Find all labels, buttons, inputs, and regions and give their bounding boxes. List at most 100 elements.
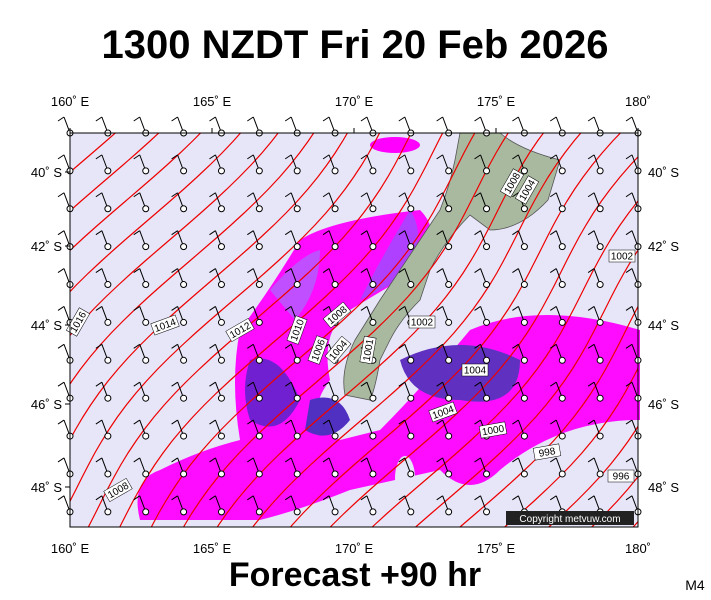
barb-station	[104, 167, 112, 175]
barb-station	[520, 167, 528, 175]
isobar-label-box	[428, 401, 458, 423]
isobar	[119, 133, 444, 527]
lat-label-left: 40˚ S	[31, 165, 62, 180]
isobar	[70, 133, 117, 173]
barb-flag	[95, 381, 103, 387]
barb-station	[483, 356, 491, 364]
barb-station	[293, 508, 301, 516]
barb-station	[445, 243, 453, 251]
barb-flag	[625, 457, 633, 463]
barb-station	[180, 508, 188, 516]
barb-station	[142, 167, 150, 175]
barb-station	[445, 205, 453, 213]
barb-station	[104, 243, 112, 251]
barb-flag	[171, 116, 178, 122]
barb-flag	[171, 306, 178, 311]
barb-flag	[436, 457, 443, 463]
barb-flag	[625, 154, 633, 160]
barb-station	[407, 470, 415, 478]
barb-station	[180, 205, 188, 213]
barb-flag	[398, 268, 406, 273]
barb-flag	[398, 419, 406, 425]
barb-station	[520, 243, 528, 251]
barb-flag	[95, 268, 103, 273]
barb-station	[293, 205, 301, 213]
barb-station	[596, 470, 604, 478]
barb-flag	[512, 116, 519, 122]
barb-flag	[360, 306, 368, 311]
barb-station	[520, 281, 528, 289]
barb-flag	[284, 343, 292, 349]
barb-station	[217, 394, 225, 402]
barb-station	[445, 508, 453, 516]
lat-label-right: 44˚ S	[648, 318, 679, 333]
barb-flag	[474, 419, 481, 425]
barb-flag	[247, 268, 254, 273]
barb-flag	[95, 495, 103, 501]
barb-station	[104, 205, 112, 213]
isobar	[216, 133, 545, 527]
isobar-label-box	[103, 477, 133, 503]
barb-flag	[133, 306, 141, 311]
barb-station	[520, 318, 528, 326]
isobar-label-box	[514, 175, 540, 205]
barb-flag	[360, 268, 368, 273]
barb-station	[445, 432, 453, 440]
barb-station	[142, 356, 150, 364]
barb-flag	[549, 268, 557, 273]
barb-flag	[171, 419, 178, 425]
copyright: Copyright metvuw.com	[519, 514, 620, 525]
barb-station	[104, 318, 112, 326]
barb-flag	[512, 419, 519, 425]
barb-station	[104, 508, 112, 516]
barb-station	[558, 318, 566, 326]
barb-flag	[57, 495, 65, 501]
barb-flag	[360, 230, 368, 236]
barb-station	[217, 470, 225, 478]
barb-flag	[322, 419, 330, 425]
barb-flag	[322, 268, 330, 273]
isobar	[371, 200, 638, 527]
barb-flag	[209, 230, 216, 236]
barb-station	[255, 394, 263, 402]
isobar-label-box	[286, 315, 308, 345]
isobar	[182, 133, 509, 527]
barb-flag	[284, 268, 292, 273]
barb-flag	[360, 192, 368, 198]
barb-flag	[549, 419, 557, 425]
barb-station	[558, 281, 566, 289]
lon-label-top: 180˚	[625, 94, 651, 109]
barb-flag	[474, 154, 481, 160]
barb-flag	[436, 495, 443, 501]
barb-flag	[398, 495, 406, 501]
barb-station	[255, 243, 263, 251]
isobar	[503, 367, 638, 527]
barb-flag	[549, 457, 557, 463]
barb-station	[558, 432, 566, 440]
barb-flag	[57, 419, 65, 425]
isobar	[702, 57, 711, 537]
barb-station	[483, 167, 491, 175]
barb-flag	[247, 306, 254, 311]
barb-flag	[322, 116, 330, 122]
barb-station	[483, 508, 491, 516]
barb-flag	[625, 192, 633, 198]
barb-flag	[57, 457, 65, 463]
barb-station	[445, 470, 453, 478]
barb-flag	[284, 116, 292, 122]
barb-flag	[625, 268, 633, 273]
barb-flag	[57, 381, 65, 387]
isobar-label-box	[408, 315, 436, 329]
barb-station	[104, 470, 112, 478]
barb-flag	[171, 343, 178, 349]
isobar	[664, 57, 711, 537]
barb-flag	[474, 343, 481, 349]
barb-flag	[284, 192, 292, 198]
barb-flag	[587, 381, 595, 387]
barb-flag	[474, 495, 481, 501]
barb-station	[331, 167, 339, 175]
barb-flag	[95, 230, 103, 236]
barb-station	[142, 281, 150, 289]
